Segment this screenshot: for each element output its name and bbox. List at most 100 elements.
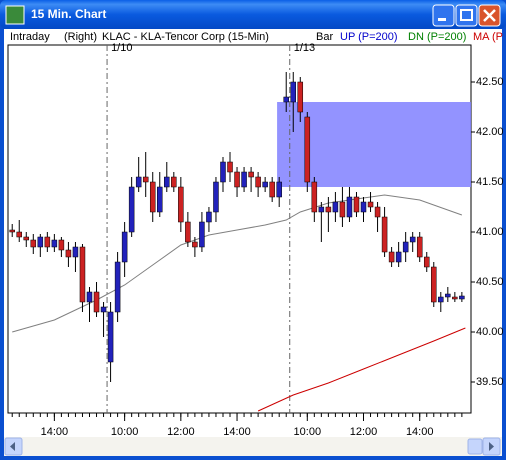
candle-body: [72, 246, 79, 258]
candle-body: [30, 239, 37, 248]
header-label: UP (P=200): [340, 31, 398, 43]
candle-body: [438, 296, 444, 303]
candle-body: [227, 161, 233, 173]
candle-body: [51, 239, 58, 248]
candle-body: [37, 236, 44, 248]
chart-header: Intraday (Right) KLAC - KLA-Tencor Corp (1…: [10, 31, 503, 43]
candle-body: [93, 291, 100, 313]
candle-body: [65, 249, 72, 258]
candle-body: [346, 196, 353, 218]
x-tick-label: 10:00: [294, 426, 322, 438]
maximize-button[interactable]: [455, 4, 478, 27]
candle-body: [409, 236, 416, 243]
header-label: Bar: [316, 31, 333, 43]
candle-body: [402, 241, 409, 253]
candle-body: [262, 181, 268, 188]
scrollbar[interactable]: [4, 437, 502, 456]
candle-body: [16, 231, 22, 238]
y-tick-label: 41.00: [476, 226, 504, 238]
client-area: [4, 29, 502, 456]
candle-body: [311, 181, 318, 213]
header-label: DN (P=200): [408, 31, 466, 43]
candle-body: [86, 291, 93, 303]
x-tick-label: 10:00: [111, 426, 139, 438]
indicator-line: [257, 327, 466, 412]
candle-body: [213, 181, 219, 213]
y-tick-label: 42.50: [476, 76, 504, 88]
candle-body: [416, 236, 423, 258]
candle-body: [431, 266, 437, 303]
candle-body: [452, 296, 458, 300]
x-tick-label: 12:00: [167, 426, 195, 438]
plot-frame: [7, 44, 472, 414]
candle-body: [297, 81, 304, 113]
window-title: 15 Min. Chart: [31, 7, 106, 21]
candle-body: [395, 251, 402, 263]
candle-body: [234, 171, 240, 188]
candle-body: [128, 186, 135, 233]
day-label: 1/10: [111, 42, 132, 54]
candle-body: [114, 261, 121, 313]
candle-body: [9, 229, 15, 233]
header-label: Intraday: [10, 31, 50, 43]
candle-body: [325, 206, 332, 213]
candle-body: [283, 96, 289, 103]
candle-body: [367, 201, 374, 208]
candle-body: [149, 181, 156, 213]
y-tick-label: 39.50: [476, 376, 504, 388]
title-bar: [0, 0, 506, 29]
candle-body: [164, 176, 170, 188]
header-label: MA (P: [473, 31, 503, 43]
x-tick-label: 14:00: [406, 426, 434, 438]
candle-body: [304, 116, 311, 183]
candle-body: [79, 246, 86, 303]
candle-body: [107, 311, 114, 363]
candle-body: [185, 221, 191, 243]
header-label: (Right): [64, 31, 97, 43]
minimize-button[interactable]: [432, 4, 455, 27]
candle-body: [157, 186, 163, 213]
candle-body: [360, 201, 367, 213]
candle-body: [276, 181, 282, 198]
day-label: 1/13: [294, 42, 315, 54]
y-tick-label: 40.00: [476, 326, 504, 338]
candle-body: [241, 171, 247, 188]
candle-body: [178, 186, 184, 223]
candle-body: [100, 306, 107, 313]
candle-body: [44, 236, 51, 248]
candle-body: [255, 176, 261, 188]
header-label: KLAC - KLA-Tencor Corp (15-Min): [102, 31, 269, 43]
plot-area: [9, 45, 471, 413]
candle-body: [23, 236, 30, 241]
candle-body: [248, 171, 254, 178]
y-tick-label: 40.50: [476, 276, 504, 288]
indicator-line: [12, 194, 463, 333]
candle-body: [388, 251, 395, 263]
candle-body: [121, 231, 128, 263]
candle-body: [445, 293, 451, 298]
candle-body: [206, 211, 212, 223]
candle-body: [220, 161, 226, 183]
candle-body: [135, 176, 142, 188]
x-tick-label: 14:00: [223, 426, 251, 438]
x-tick-label: 12:00: [350, 426, 378, 438]
candle-body: [381, 216, 388, 253]
app-icon: [5, 5, 25, 25]
candle-body: [58, 239, 65, 251]
y-tick-label: 41.50: [476, 176, 504, 188]
candle-body: [269, 181, 275, 198]
candle-body: [423, 256, 430, 268]
candle-body: [332, 201, 339, 213]
candle-body: [318, 206, 325, 213]
candle-body: [374, 206, 381, 218]
candle-body: [353, 196, 360, 213]
candle-body: [290, 81, 296, 103]
candle-body: [192, 241, 198, 248]
x-tick-label: 14:00: [41, 426, 69, 438]
y-tick-label: 42.00: [476, 126, 504, 138]
candle-body: [142, 176, 149, 183]
close-button[interactable]: [478, 4, 501, 27]
candle-body: [171, 176, 177, 188]
candle-body: [459, 295, 465, 300]
